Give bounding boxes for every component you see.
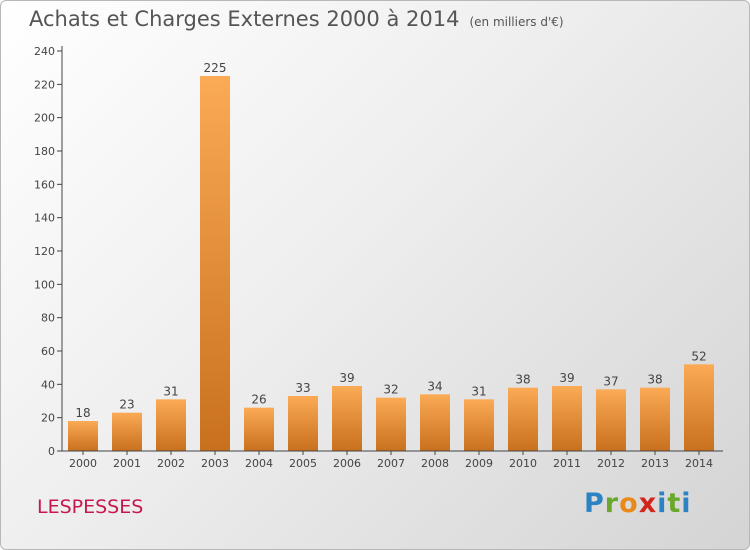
y-tick-label: 100 <box>34 278 55 291</box>
bar <box>376 397 406 451</box>
data-label: 26 <box>251 393 266 407</box>
x-tick-label: 2012 <box>597 457 625 470</box>
x-tick-label: 2014 <box>685 457 713 470</box>
data-label: 38 <box>515 373 530 387</box>
bar <box>684 364 714 451</box>
data-label: 39 <box>559 371 574 385</box>
logo-letter: x <box>638 488 658 519</box>
bar <box>68 421 98 451</box>
proxiti-logo[interactable]: Proxiti <box>584 488 692 519</box>
x-tick-label: 2009 <box>465 457 493 470</box>
data-label: 31 <box>163 384 178 398</box>
data-label: 23 <box>119 398 134 412</box>
logo-letter: P <box>584 488 605 519</box>
logo-letter: i <box>657 488 668 519</box>
data-label: 33 <box>295 381 310 395</box>
data-label: 18 <box>75 406 90 420</box>
x-tick-label: 2001 <box>113 457 141 470</box>
commune-name: LESPESSES <box>37 496 144 518</box>
x-tick-label: 2011 <box>553 457 581 470</box>
logo-letter: t <box>667 488 682 519</box>
y-tick-label: 0 <box>48 445 55 458</box>
data-label: 37 <box>603 374 618 388</box>
x-tick-label: 2008 <box>421 457 449 470</box>
logo-letter: r <box>604 488 620 519</box>
x-tick-label: 2003 <box>201 457 229 470</box>
bar <box>288 396 318 451</box>
bar <box>464 399 494 451</box>
x-tick-label: 2013 <box>641 457 669 470</box>
x-tick-label: 2010 <box>509 457 537 470</box>
y-tick-label: 200 <box>34 112 55 125</box>
chart-title-block: Achats et Charges Externes 2000 à 2014 (e… <box>29 7 564 31</box>
chart-title: Achats et Charges Externes 2000 à 2014 <box>29 7 460 31</box>
y-axis: 0 20 40 60 80 100 120 140 160 180 200 220 240 <box>34 45 63 458</box>
x-tick-label: 2006 <box>333 457 361 470</box>
x-tick-label: 2004 <box>245 457 273 470</box>
bars: 18 23 31 225 26 33 39 32 34 31 38 39 37 38 52 <box>68 61 714 451</box>
logo-letter: i <box>681 488 692 519</box>
bar <box>244 407 274 451</box>
bar <box>420 394 450 451</box>
bar <box>596 389 626 451</box>
data-label: 52 <box>691 349 706 363</box>
y-tick-label: 120 <box>34 245 55 258</box>
y-tick-label: 160 <box>34 178 55 191</box>
data-label: 34 <box>427 379 442 393</box>
bar <box>200 76 230 451</box>
y-tick-label: 180 <box>34 145 55 158</box>
bar <box>508 387 538 451</box>
x-axis: 2000 2001 2002 2003 2004 2005 2006 2007 2008 2009… <box>62 450 723 470</box>
data-label: 32 <box>383 383 398 397</box>
y-tick-label: 20 <box>41 412 55 425</box>
y-tick-label: 140 <box>34 212 55 225</box>
data-label: 225 <box>204 61 227 75</box>
x-tick-label: 2000 <box>69 457 97 470</box>
bar <box>112 412 142 451</box>
x-tick-label: 2007 <box>377 457 405 470</box>
x-tick-label: 2002 <box>157 457 185 470</box>
bar <box>640 387 670 451</box>
bar <box>552 386 582 451</box>
bar <box>332 386 362 451</box>
y-tick-label: 80 <box>41 312 55 325</box>
y-tick-label: 60 <box>41 345 55 358</box>
logo-letter: o <box>619 488 639 519</box>
y-tick-label: 220 <box>34 78 55 91</box>
x-tick-label: 2005 <box>289 457 317 470</box>
y-tick-label: 40 <box>41 378 55 391</box>
y-tick-label: 240 <box>34 45 55 58</box>
data-label: 31 <box>471 384 486 398</box>
data-label: 39 <box>339 371 354 385</box>
data-label: 38 <box>647 373 662 387</box>
bar <box>156 399 186 451</box>
chart-unit: (en milliers d'€) <box>469 15 564 29</box>
